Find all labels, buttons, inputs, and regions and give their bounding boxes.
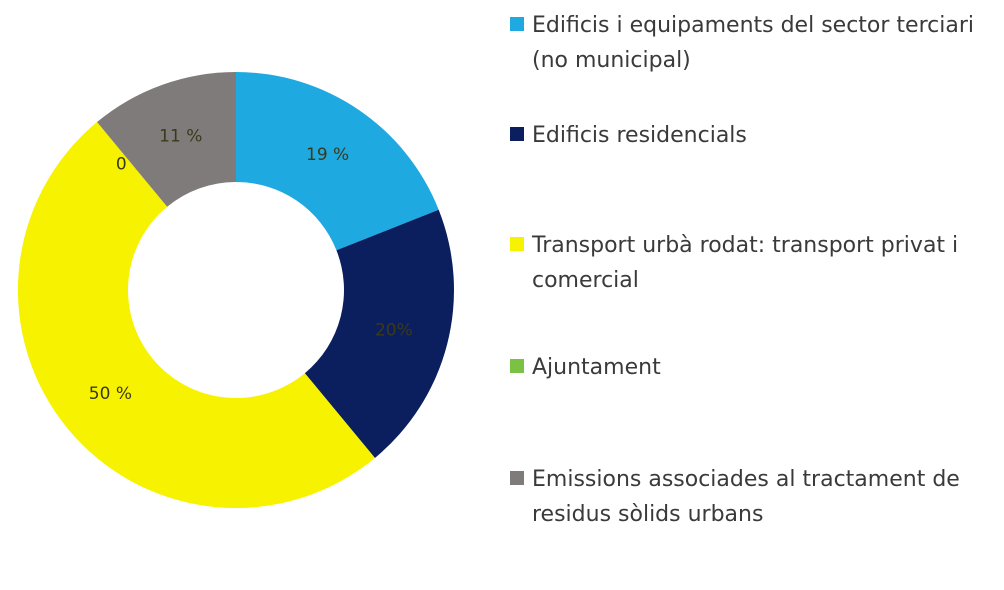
- legend-swatch: [510, 471, 524, 485]
- legend-label: Edificis residencials: [532, 123, 747, 148]
- legend-swatch: [510, 237, 524, 251]
- data-label: 50 %: [89, 384, 132, 404]
- donut-slice: [236, 72, 439, 251]
- legend-swatch: [510, 17, 524, 31]
- legend-entry: Edificis i equipaments del sector tercia…: [510, 8, 1004, 78]
- legend-swatch: [510, 359, 524, 373]
- donut-slice: [304, 209, 454, 458]
- data-label: 19 %: [306, 145, 349, 165]
- data-label: 11 %: [159, 127, 202, 147]
- legend-label: Emissions associades al tractament de re…: [532, 467, 960, 527]
- legend-entry: Transport urbà rodat: transport privat i…: [510, 228, 1004, 298]
- donut-slice: [97, 122, 168, 207]
- legend-label: Ajuntament: [532, 355, 661, 380]
- legend-entry: Edificis residencials: [510, 118, 1004, 153]
- legend-swatch: [510, 127, 524, 141]
- legend-label: Transport urbà rodat: transport privat i…: [532, 233, 959, 293]
- data-label: 20%: [375, 321, 413, 341]
- legend-entry: Emissions associades al tractament de re…: [510, 462, 1004, 532]
- donut-slice: [97, 72, 237, 207]
- chart: 19 %20%50 %0 %11 %: [17, 72, 454, 509]
- donut-slice: [17, 122, 375, 509]
- legend-label: Edificis i equipaments del sector tercia…: [532, 13, 974, 73]
- legend-entry: Ajuntament: [510, 350, 1004, 385]
